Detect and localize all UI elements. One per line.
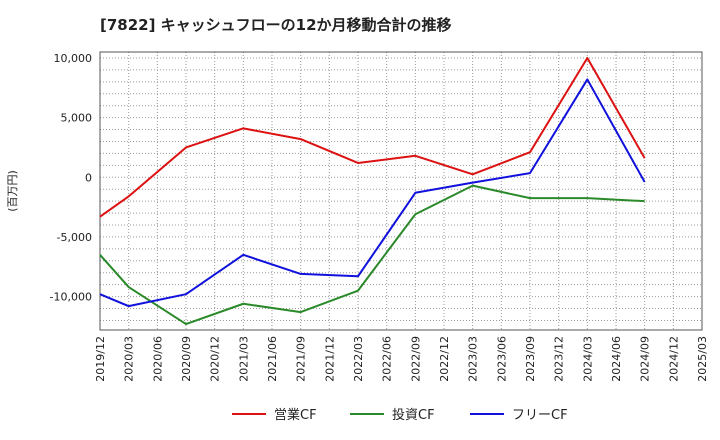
x-tick-label: 2024/03 [581,336,594,382]
x-tick-label: 2021/09 [295,336,308,382]
x-tick-label: 2025/03 [696,336,709,382]
x-tick-label: 2023/03 [467,336,480,382]
y-axis-label: (百万円) [6,170,19,212]
series-layer [99,56,646,326]
x-tick-label: 2023/12 [553,336,566,382]
x-tick-label: 2024/09 [639,336,652,382]
y-tick-label: 10,000 [54,52,93,65]
series-line [99,78,646,308]
legend-layer: 営業CF 投資CF フリーCF [232,407,568,423]
plot-frame [99,51,703,331]
x-tick-label: 2021/06 [266,336,279,382]
labels-layer: 10,000 5,000 0 -5,000 -10,000 (百万円) 2019/12 202… [6,52,709,382]
x-tick-label: 2022/12 [438,336,451,382]
x-tick-label: 2024/06 [610,336,623,382]
x-tick-label: 2019/12 [94,336,107,382]
x-tick-label: 2022/06 [381,336,394,382]
series-line [99,56,646,218]
legend-label: 営業CF [274,407,317,423]
x-tick-label: 2020/03 [123,336,136,382]
x-tick-label: 2021/12 [323,336,336,382]
y-tick-label: -5,000 [57,231,92,244]
x-tick-label: 2020/12 [209,336,222,382]
x-tick-label: 2021/03 [237,336,250,382]
y-tick-label: 5,000 [61,112,93,125]
x-tick-label: 2020/09 [180,336,193,382]
x-tick-label: 2024/12 [667,336,680,382]
x-tick-label: 2023/06 [495,336,508,382]
grid-layer [99,52,703,330]
x-tick-label: 2022/09 [409,336,422,382]
chart-title: [7822] キャッシュフローの12か月移動合計の推移 [100,16,452,34]
legend-label: フリーCF [512,408,568,423]
x-tick-label: 2023/09 [524,336,537,382]
axes-layer [99,51,703,331]
legend-label: 投資CF [392,407,435,423]
x-tick-label: 2020/06 [151,336,164,382]
y-tick-label: -10,000 [50,291,92,304]
series-line [99,184,645,326]
x-tick-label: 2022/03 [352,336,365,382]
y-tick-label: 0 [85,171,92,184]
